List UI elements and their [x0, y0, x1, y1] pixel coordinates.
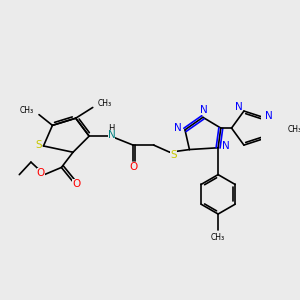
Text: N: N [174, 123, 182, 133]
Text: CH₃: CH₃ [97, 99, 111, 108]
Text: CH₃: CH₃ [287, 125, 300, 134]
Text: O: O [37, 168, 45, 178]
Text: CH₃: CH₃ [20, 106, 34, 115]
Text: N: N [222, 141, 230, 151]
Text: S: S [170, 150, 177, 160]
Text: H: H [108, 124, 115, 134]
Text: N: N [108, 130, 116, 140]
Text: O: O [73, 179, 81, 190]
Text: N: N [235, 102, 242, 112]
Text: N: N [266, 111, 273, 121]
Text: N: N [200, 105, 208, 115]
Text: S: S [36, 140, 42, 150]
Text: O: O [129, 163, 137, 172]
Text: CH₃: CH₃ [211, 233, 225, 242]
